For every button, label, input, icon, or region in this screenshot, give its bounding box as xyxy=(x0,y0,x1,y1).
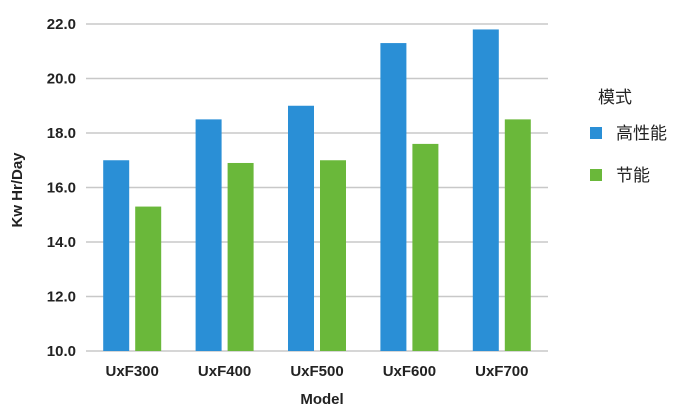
y-tick-label: 22.0 xyxy=(47,16,76,33)
bars xyxy=(103,29,531,351)
x-axis-label: Model xyxy=(300,391,343,408)
y-tick-label: 10.0 xyxy=(47,343,76,360)
legend-swatch xyxy=(590,127,602,139)
bar-UxF700-series-1 xyxy=(472,29,499,351)
bar-UxF300-series-1 xyxy=(103,160,130,351)
x-tick-label: UxF600 xyxy=(383,363,436,380)
bar-UxF600-series-1 xyxy=(380,43,407,351)
y-tick-label: 20.0 xyxy=(47,71,76,88)
bar-UxF400-series-2 xyxy=(227,162,254,351)
y-axis-ticks: 10.0 12.0 14.0 16.0 18.0 20.0 22.0 xyxy=(47,16,76,360)
x-tick-label: UxF300 xyxy=(106,363,159,380)
legend-label: 高性能 xyxy=(616,124,667,144)
x-tick-label: UxF400 xyxy=(198,363,251,380)
bar-UxF500-series-1 xyxy=(288,105,314,351)
y-tick-label: 14.0 xyxy=(47,234,76,251)
legend-swatch xyxy=(590,169,602,181)
x-tick-label: UxF700 xyxy=(475,363,528,380)
legend-label: 节能 xyxy=(616,166,650,186)
y-axis-label: Kw Hr/Day xyxy=(9,152,26,228)
bar-UxF300-series-2 xyxy=(135,206,162,351)
legend-title: 模式 xyxy=(598,88,632,108)
gridlines xyxy=(86,23,548,352)
y-tick-label: 18.0 xyxy=(47,125,76,142)
bar-UxF400-series-1 xyxy=(195,119,222,351)
y-tick-label: 16.0 xyxy=(47,180,76,197)
bar-UxF500-series-2 xyxy=(320,160,346,351)
bar-UxF600-series-2 xyxy=(412,143,439,351)
x-tick-label: UxF500 xyxy=(290,363,343,380)
bar-UxF700-series-2 xyxy=(504,119,531,351)
x-axis-ticks: UxF300 UxF400 UxF500 UxF600 UxF700 xyxy=(106,363,529,380)
y-tick-label: 12.0 xyxy=(47,289,76,306)
